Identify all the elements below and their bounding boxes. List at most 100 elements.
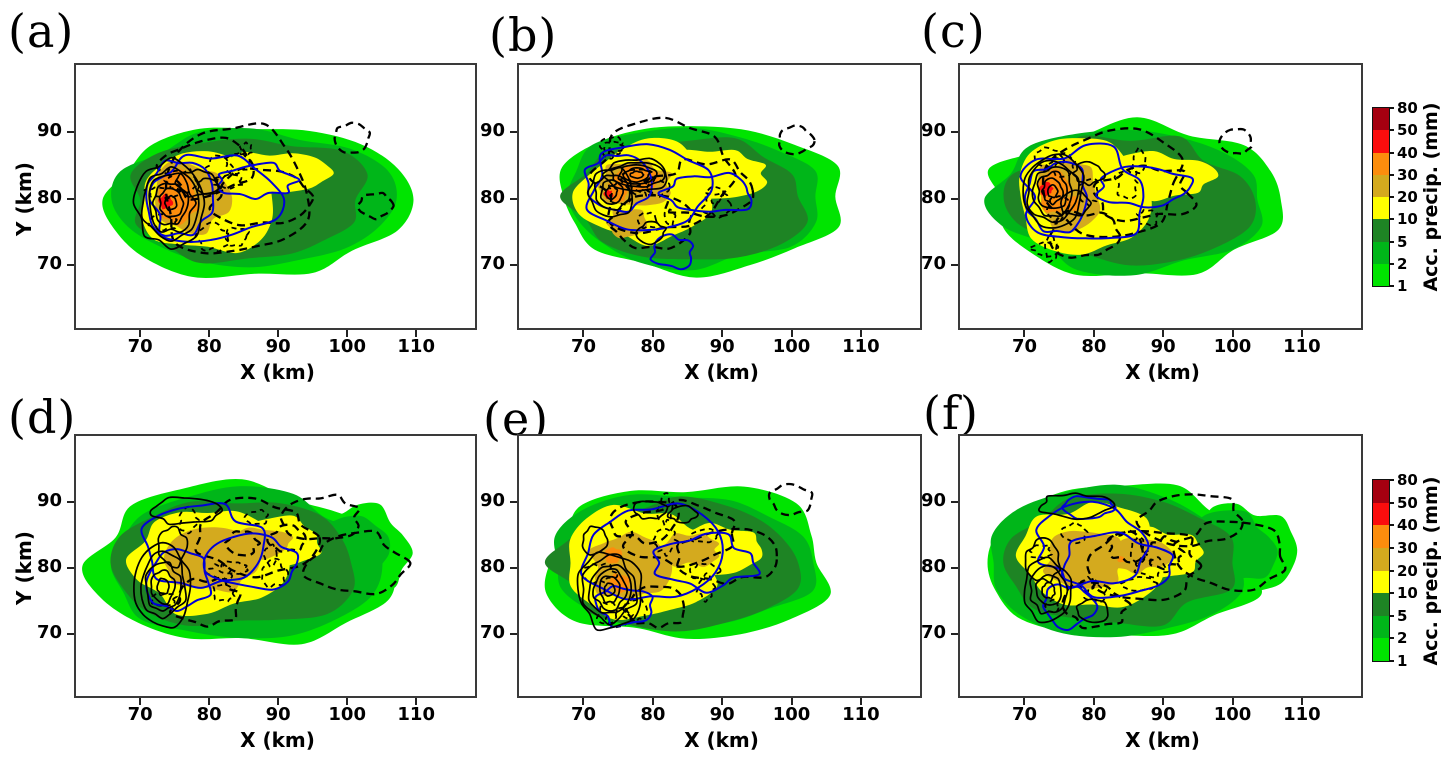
- precip-contour-map-b: [559, 116, 841, 278]
- x-tick-label: 70: [570, 704, 597, 725]
- x-tick-mark: [1162, 698, 1165, 705]
- solid-contour-b-0: [635, 220, 667, 246]
- core-ring-a-0-4: [148, 172, 197, 234]
- x-tick-mark: [582, 698, 585, 705]
- y-tick-label: 80: [479, 186, 505, 208]
- colorbar-segment: [1373, 241, 1389, 264]
- x-tick-label: 110: [1283, 704, 1321, 725]
- x-tick-mark: [1231, 698, 1234, 705]
- dashed-contour-e-2: [608, 500, 680, 545]
- colorbar-segment: [1373, 615, 1389, 639]
- colorbar-tick-mark: [1389, 524, 1394, 527]
- colorbar-tick-label: 2: [1397, 254, 1408, 273]
- panel-a-plot-area: 70 80 90 100 110 70 80 90 X (km) Y (km): [12, 63, 477, 384]
- blue-contour-c-0: [1019, 142, 1145, 240]
- y-tick-label: 70: [920, 622, 946, 643]
- dashed-texture-b-3: [603, 140, 625, 154]
- core-ring-b-0-1: [629, 170, 645, 180]
- dashed-texture-c-8: [1113, 168, 1139, 200]
- dashed-texture-c-4: [1028, 240, 1061, 258]
- colorbar-tick-label: 5: [1397, 606, 1408, 625]
- colorbar-segment: [1373, 638, 1389, 661]
- blue-contour-f-1: [1061, 531, 1175, 599]
- y-tick-label: 90: [36, 490, 62, 511]
- y-axis-label: Y (km): [12, 531, 36, 605]
- y-tick-mark: [67, 633, 74, 635]
- x-tick-label: 80: [1081, 704, 1107, 725]
- y-tick-mark: [67, 501, 74, 503]
- core-ring-a-0-1: [163, 194, 178, 212]
- x-tick-label: 110: [842, 336, 880, 357]
- y-tick-label: 90: [920, 119, 946, 141]
- core-ring-a-0-6: [132, 156, 206, 250]
- x-axis-label: X (km): [684, 360, 759, 384]
- core-ring-c-0-1: [1046, 183, 1059, 199]
- colorbar-tick-label: 1: [1397, 277, 1408, 295]
- x-tick-label: 90: [265, 704, 291, 725]
- dashed-contour-d-0: [194, 496, 322, 579]
- fill-level-4-e: [655, 533, 720, 567]
- dashed-texture-e-5: [690, 527, 720, 544]
- dashed-texture-d-7: [218, 560, 249, 575]
- x-axis-label: X (km): [1125, 728, 1200, 752]
- colorbar-tick-label: 10: [1397, 584, 1418, 603]
- core-ring-e-0-2: [598, 575, 621, 604]
- colorbar-tick-label: 80: [1397, 471, 1418, 489]
- core-ring-b-1-4: [586, 166, 634, 218]
- dashed-texture-c-3: [1044, 234, 1058, 264]
- y-tick-label: 70: [36, 253, 62, 275]
- dashed-texture-f-0: [1133, 556, 1169, 579]
- dashed-contour-b-2: [606, 194, 693, 251]
- core-ring-c-0-2: [1041, 177, 1065, 206]
- dashed-cell-e-0: [767, 482, 814, 517]
- colorbar-tick-mark: [1389, 569, 1394, 572]
- y-tick-mark: [67, 197, 74, 200]
- panel-b-plot-area: 70 80 90 100 110 70 80 90 X (km): [480, 63, 922, 384]
- dashed-texture-d-2: [178, 505, 201, 535]
- dashed-contour-e-0: [621, 498, 737, 568]
- colorbar-segment: [1373, 197, 1389, 220]
- solid-contour-e-2: [666, 504, 699, 524]
- dashed-contour-d-3: [223, 530, 262, 557]
- x-tick-label: 90: [1150, 336, 1176, 357]
- x-tick-label: 100: [1213, 704, 1252, 725]
- dashed-contour-b-0: [588, 116, 737, 235]
- dashed-texture-b-5: [636, 211, 658, 230]
- x-tick-label: 110: [1283, 336, 1321, 357]
- colorbar-tick-label: 1: [1397, 652, 1408, 670]
- precip-contour-map-a: [102, 121, 414, 278]
- x-tick-label: 80: [196, 704, 222, 725]
- x-tick-label: 110: [397, 336, 435, 357]
- core-ring-a-0-5: [140, 166, 200, 243]
- panel-label-c: (c): [921, 4, 986, 58]
- x-tick-mark: [1023, 330, 1026, 337]
- x-tick-mark: [790, 698, 793, 705]
- y-tick-mark: [67, 130, 74, 133]
- colorbar-tick-mark: [1389, 637, 1394, 640]
- core-ring-d-0-3: [144, 561, 183, 612]
- colorbar-tick-label: 30: [1397, 165, 1418, 184]
- x-tick-mark: [1023, 698, 1026, 705]
- colorbar-tick-label: 10: [1397, 210, 1418, 229]
- x-tick-label: 70: [1011, 704, 1038, 725]
- panel-label-b: (b): [489, 8, 558, 62]
- core-ring-d-0-2: [150, 569, 177, 606]
- colorbar-tick-mark: [1389, 173, 1394, 176]
- blue-contour-a-1: [145, 159, 215, 237]
- panel-c-plot-area: 70 80 90 100 110 70 80 90 X (km): [921, 63, 1363, 384]
- x-tick-label: 80: [640, 704, 666, 725]
- colorbar-segment: [1373, 174, 1389, 197]
- core-ring-d-0-4: [140, 550, 188, 620]
- blue-contour-d-0: [140, 502, 266, 589]
- x-tick-mark: [277, 698, 280, 705]
- x-tick-label: 90: [709, 704, 735, 725]
- core-ring-a-0-3: [151, 182, 190, 226]
- colorbar-tick-label: 80: [1397, 99, 1418, 117]
- y-tick-mark: [67, 567, 74, 569]
- blue-contour-d-2: [202, 532, 300, 591]
- colorbar-tick-label: 40: [1397, 143, 1418, 162]
- dashed-texture-a-6: [238, 141, 254, 157]
- colorbar-tick-mark: [1389, 262, 1394, 265]
- colorbar-tick-label: 50: [1397, 493, 1418, 512]
- dashed-texture-e-7: [656, 492, 674, 527]
